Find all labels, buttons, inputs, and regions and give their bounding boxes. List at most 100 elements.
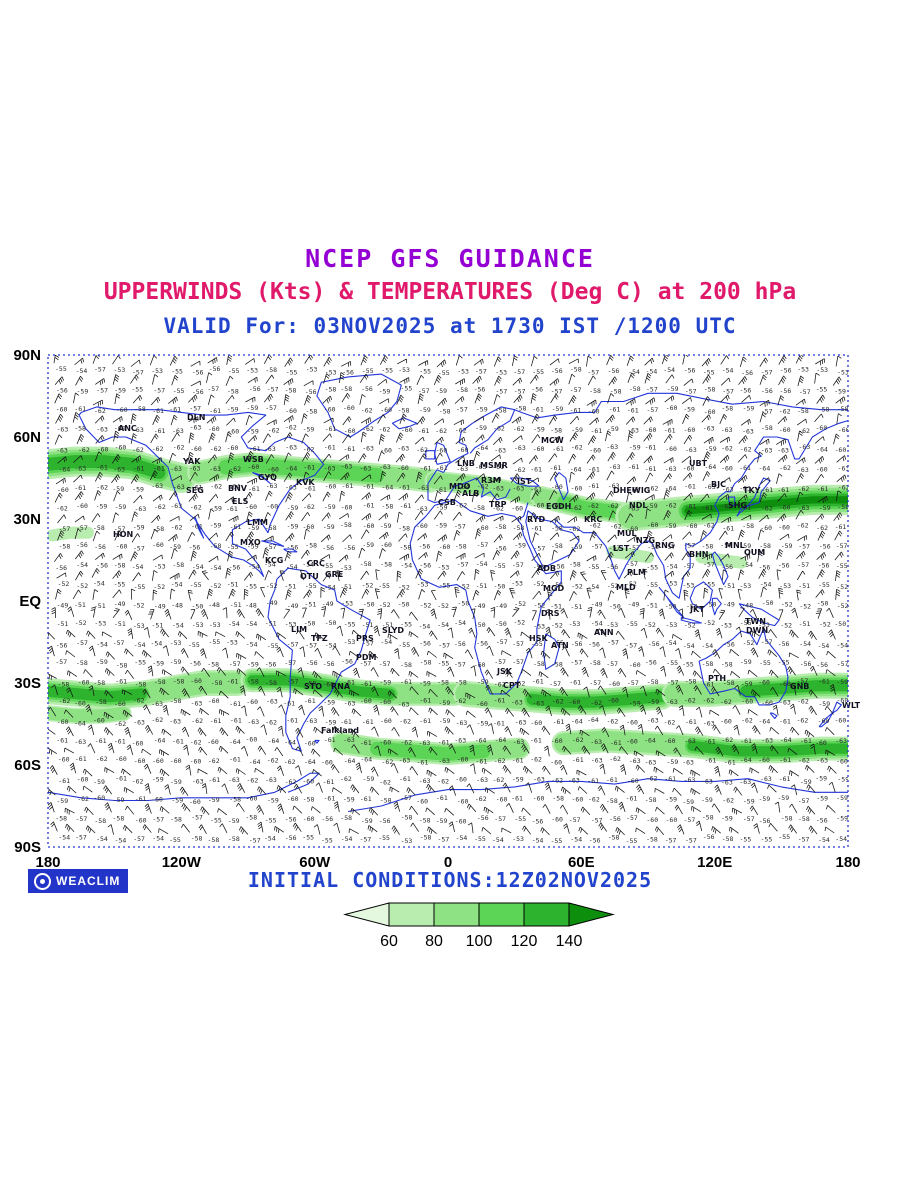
svg-text:-62: -62 [132,446,144,454]
svg-text:-58: -58 [702,543,714,551]
svg-text:-64: -64 [59,465,71,473]
svg-text:-58: -58 [401,814,413,822]
svg-text:-59: -59 [325,719,337,727]
svg-text:-60: -60 [97,446,109,454]
svg-text:-61: -61 [628,463,640,471]
svg-text:-55: -55 [398,641,410,649]
svg-text:-58: -58 [818,406,830,414]
svg-text:-62: -62 [665,502,677,510]
svg-text:-58: -58 [229,796,241,804]
svg-text:-52: -52 [266,582,278,590]
svg-text:-59: -59 [267,796,279,804]
svg-text:-63: -63 [514,444,526,452]
svg-text:-59: -59 [435,521,447,529]
legend-value: 60 [380,933,398,950]
svg-text:-53: -53 [325,368,337,376]
svg-text:-62: -62 [572,736,584,744]
svg-text:-58: -58 [76,659,88,667]
svg-text:-62: -62 [265,718,277,726]
svg-text:-57: -57 [457,560,469,568]
lon-tick-label: 180 [835,854,860,871]
station-label: KRC [584,515,602,524]
svg-text:-61: -61 [436,464,448,472]
station-label: WLT [842,701,861,710]
station-label: ELS [232,497,249,506]
svg-text:-63: -63 [151,482,163,490]
svg-text:-61: -61 [835,523,847,531]
svg-text:-56: -56 [305,388,317,396]
svg-text:-52: -52 [684,621,696,629]
svg-text:-60: -60 [816,466,828,474]
svg-text:-61: -61 [419,717,431,725]
svg-text:-63: -63 [170,502,182,510]
svg-text:-54: -54 [400,561,412,569]
svg-text:-49: -49 [114,600,126,608]
svg-text:-63: -63 [684,776,696,784]
station-label: IST [517,477,532,486]
svg-text:-64: -64 [740,756,752,764]
svg-text:-59: -59 [380,522,392,530]
svg-text:-60: -60 [380,541,392,549]
svg-text:-64: -64 [154,737,166,745]
svg-text:-55: -55 [378,834,390,842]
svg-text:-59: -59 [112,485,124,493]
svg-text:-55: -55 [114,581,126,589]
svg-text:-56: -56 [553,562,565,570]
svg-text:-64: -64 [759,717,771,725]
svg-text:-54: -54 [210,564,222,572]
svg-text:-52: -52 [644,621,656,629]
svg-text:-57: -57 [797,677,809,685]
svg-text:-55: -55 [646,563,658,571]
svg-text:-54: -54 [151,640,163,648]
svg-text:-55: -55 [419,368,431,376]
svg-text:-59: -59 [475,424,487,432]
svg-text:-61: -61 [191,483,203,491]
svg-text:-62: -62 [684,697,696,705]
svg-text:-56: -56 [531,386,543,394]
svg-text:-57: -57 [626,560,638,568]
svg-text:-62: -62 [361,407,373,415]
svg-text:-63: -63 [398,700,410,708]
svg-text:-59: -59 [777,794,789,802]
svg-text:-48: -48 [208,601,220,609]
svg-text:-64: -64 [286,464,298,472]
svg-text:-54: -54 [171,581,183,589]
svg-text:-55: -55 [532,368,544,376]
lat-tick-label: EQ [19,593,41,610]
svg-text:-63: -63 [816,756,828,764]
svg-text:-63: -63 [701,777,713,785]
svg-text:-61: -61 [324,795,336,803]
station-label: ATN [551,641,569,650]
svg-text:-49: -49 [591,601,603,609]
svg-text:-57: -57 [59,525,71,533]
svg-text:-59: -59 [701,796,713,804]
lat-tick-label: 30N [13,511,41,528]
svg-text:-60: -60 [530,719,542,727]
svg-text:-62: -62 [570,504,582,512]
svg-text:-51: -51 [550,602,562,610]
svg-text:-63: -63 [647,717,659,725]
svg-text:-61: -61 [685,502,697,510]
svg-text:-57: -57 [55,658,67,666]
svg-text:-58: -58 [245,814,257,822]
lon-tick-label: 60E [568,854,595,871]
svg-text:-64: -64 [570,465,582,473]
svg-text:-60: -60 [248,463,260,471]
svg-text:-57: -57 [284,659,296,667]
svg-text:-53: -53 [758,621,770,629]
svg-text:-62: -62 [379,426,391,434]
svg-text:-57: -57 [379,660,391,668]
svg-text:-57: -57 [667,679,679,687]
svg-text:-54: -54 [76,561,88,569]
svg-text:-62: -62 [797,697,809,705]
svg-text:-60: -60 [684,426,696,434]
svg-text:-61: -61 [685,718,697,726]
svg-text:-60: -60 [741,697,753,705]
svg-text:-51: -51 [723,582,735,590]
svg-text:-55: -55 [626,837,638,845]
svg-text:-58: -58 [265,366,277,374]
svg-text:-60: -60 [477,524,489,532]
svg-text:-60: -60 [629,661,641,669]
svg-text:-62: -62 [190,739,202,747]
